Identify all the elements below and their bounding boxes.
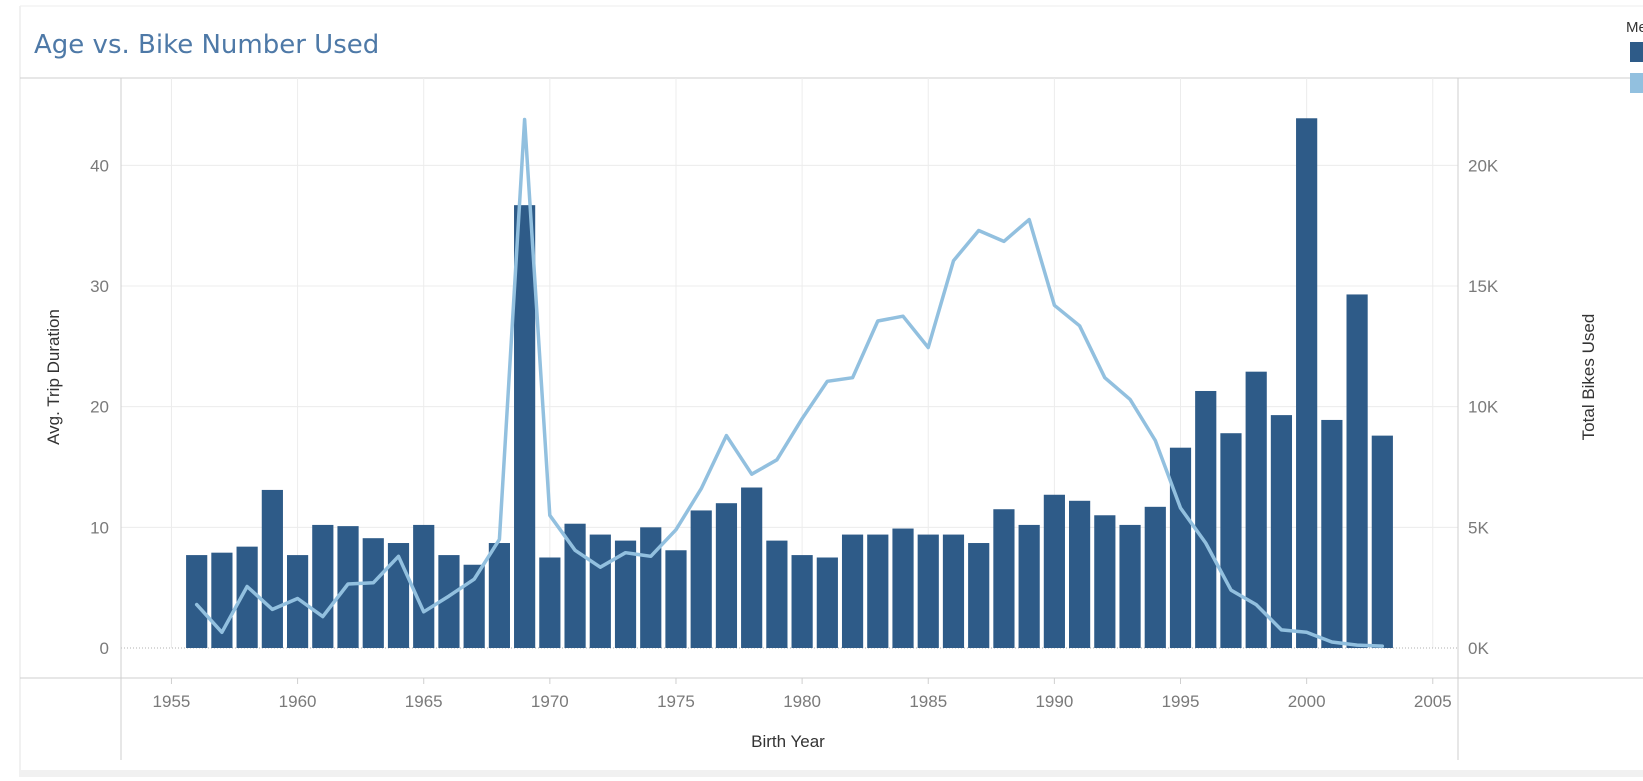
- x-tick-label-2005: 2005: [1414, 692, 1452, 711]
- bar-1989: [1018, 524, 1040, 648]
- x-tick-label-2000: 2000: [1288, 692, 1326, 711]
- bar-1972: [589, 534, 611, 648]
- y-tick-label-0: 0: [100, 639, 109, 658]
- bar-1979: [766, 540, 788, 648]
- bar-1982: [841, 534, 864, 648]
- x-tick-label-1995: 1995: [1162, 692, 1200, 711]
- y-tick-label-10: 10: [90, 518, 109, 537]
- bar-1962: [337, 526, 359, 648]
- bar-1985: [917, 534, 939, 648]
- y-tick-label-40: 40: [90, 156, 109, 175]
- x-tick-label-1975: 1975: [657, 692, 695, 711]
- bar-1981: [816, 557, 838, 648]
- bar-1965: [413, 524, 435, 648]
- bar-1958: [236, 546, 258, 648]
- ticks-layer: 1955 1960 1965 1970 1975 1980 1985 1990 1995 2000…: [90, 156, 1499, 711]
- y-tick-label-20: 20: [90, 398, 109, 417]
- bars-layer: [186, 118, 1393, 649]
- bar-1961: [312, 524, 334, 648]
- bar-1995: [1169, 447, 1192, 648]
- bottom-strip: [20, 770, 1643, 777]
- bar-1970: [539, 557, 561, 648]
- bar-1963: [362, 538, 384, 648]
- y2-tick-label-15K: 15K: [1468, 277, 1499, 296]
- bar-1993: [1119, 524, 1141, 648]
- bar-2001: [1321, 419, 1343, 648]
- bar-1990: [1043, 494, 1065, 648]
- chart-title: Age vs. Bike Number Used: [34, 30, 379, 60]
- bar-1983: [867, 534, 889, 648]
- bar-1996: [1195, 390, 1217, 648]
- bar-1991: [1069, 500, 1091, 648]
- bar-1969: [514, 205, 536, 649]
- bar-2002: [1346, 294, 1368, 648]
- bar-1966: [438, 555, 460, 648]
- bar-1977: [715, 503, 738, 648]
- x-axis-title: Birth Year: [751, 732, 825, 751]
- bar-1960: [286, 555, 309, 648]
- bar-1956: [186, 555, 208, 648]
- bar-1987: [968, 543, 990, 648]
- bar-2003: [1371, 435, 1393, 648]
- bar-1994: [1144, 506, 1166, 648]
- bar-1967: [463, 564, 485, 648]
- x-tick-label-1955: 1955: [153, 692, 191, 711]
- legend: Me: [1626, 19, 1643, 93]
- y2-tick-label-10K: 10K: [1468, 398, 1499, 417]
- legend-swatch-avg-trip-duration: [1630, 42, 1643, 62]
- x-tick-label-1970: 1970: [531, 692, 569, 711]
- x-tick-label-1980: 1980: [783, 692, 821, 711]
- x-tick-label-1960: 1960: [279, 692, 317, 711]
- bar-1984: [892, 528, 914, 648]
- y2-tick-label-0K: 0K: [1468, 639, 1489, 658]
- bar-1999: [1270, 415, 1293, 648]
- bar-1973: [614, 540, 637, 648]
- y2-tick-label-20K: 20K: [1468, 156, 1499, 175]
- bar-2000: [1296, 118, 1318, 649]
- y2-axis-title: Total Bikes Used: [1579, 314, 1598, 441]
- axes-layer: [120, 78, 1459, 760]
- y-axis-title: Avg. Trip Duration: [44, 309, 63, 445]
- y-tick-label-30: 30: [90, 277, 109, 296]
- bar-1959: [261, 489, 283, 648]
- x-tick-label-1985: 1985: [909, 692, 947, 711]
- bar-1976: [690, 510, 712, 648]
- x-tick-label-1990: 1990: [1035, 692, 1073, 711]
- line-total-bikes-used: [194, 117, 1385, 648]
- bar-1975: [665, 550, 687, 648]
- legend-swatch-total-bikes-used: [1630, 73, 1643, 93]
- bar-1986: [942, 534, 965, 648]
- bar-1997: [1220, 433, 1242, 648]
- line-layer: [194, 117, 1385, 648]
- bar-1998: [1245, 371, 1267, 648]
- x-tick-label-1965: 1965: [405, 692, 443, 711]
- y2-tick-label-5K: 5K: [1468, 518, 1489, 537]
- bar-1978: [741, 487, 763, 648]
- bar-1980: [791, 555, 813, 648]
- legend-title: Me: [1626, 19, 1643, 36]
- bar-1974: [640, 527, 662, 648]
- bar-1968: [488, 543, 510, 648]
- bar-1988: [993, 509, 1015, 648]
- bar-1992: [1094, 515, 1116, 648]
